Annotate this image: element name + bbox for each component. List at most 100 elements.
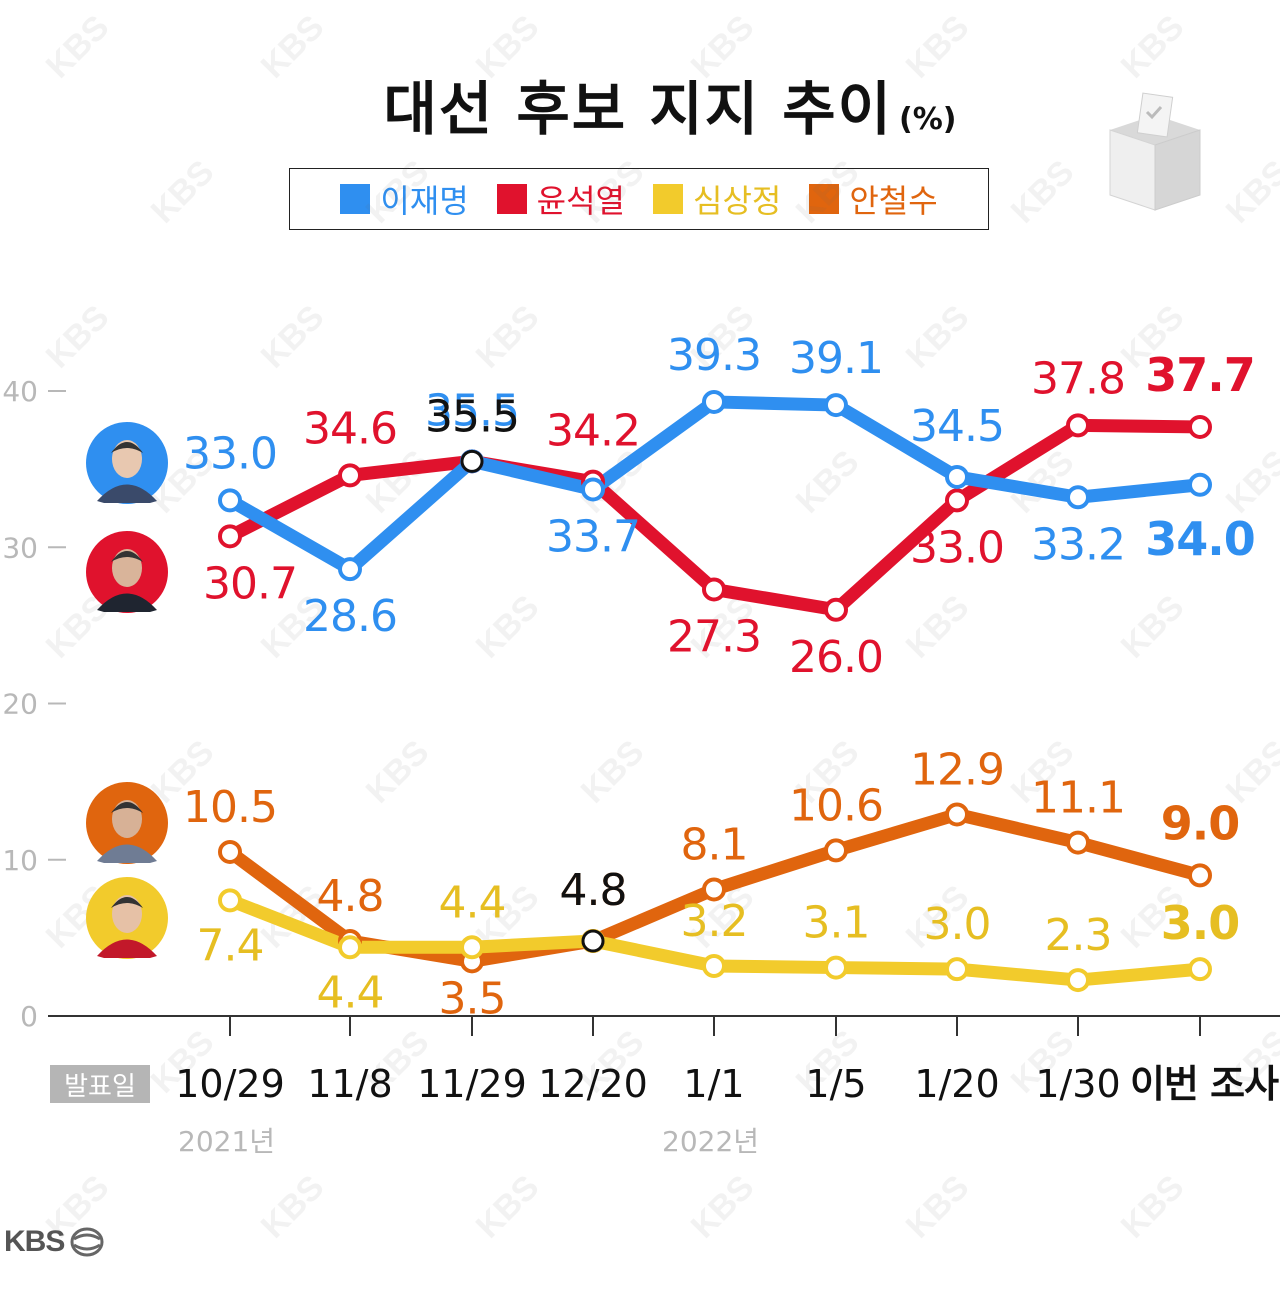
- data-point: [945, 488, 969, 513]
- data-point: [1066, 485, 1090, 510]
- data-label: 11.1: [1031, 773, 1125, 824]
- watermark-text: KBS: [574, 733, 652, 811]
- y-tick-label: 20: [2, 688, 38, 721]
- watermark-text: KBS: [1219, 153, 1280, 231]
- series-points: [218, 389, 1212, 993]
- data-label-crossing: 4.8: [560, 865, 627, 916]
- data-point: [218, 488, 242, 513]
- data-label: 10.6: [789, 780, 883, 831]
- watermark-text: KBS: [899, 1168, 977, 1246]
- data-label: 9.0: [1161, 796, 1240, 850]
- data-label: 12.9: [910, 744, 1004, 795]
- x-tick-label: 1/1: [683, 1062, 744, 1106]
- data-point: [945, 802, 969, 827]
- data-label: 8.1: [681, 819, 748, 870]
- watermark-text: KBS: [39, 8, 117, 86]
- watermark-text: KBS: [899, 8, 977, 86]
- x-tick-label: 11/8: [307, 1062, 392, 1106]
- data-point: [702, 877, 726, 902]
- data-label: 34.5: [910, 401, 1004, 452]
- data-label: 34.6: [303, 403, 397, 454]
- data-point: [1188, 863, 1212, 888]
- data-point: [1188, 414, 1212, 439]
- watermark-text: KBS: [574, 153, 652, 231]
- legend-swatch-sim: [653, 184, 683, 214]
- data-label: 4.4: [317, 967, 384, 1018]
- data-point: [824, 955, 848, 980]
- year-label-2022: 2022년: [662, 1125, 760, 1158]
- legend-item-sim: 심상정: [653, 176, 781, 222]
- data-label: 3.5: [439, 973, 506, 1024]
- data-label: 35.5: [425, 385, 519, 436]
- x-tick-label: 10/29: [175, 1062, 285, 1106]
- title-main: 대선 후보 지지 추이: [383, 75, 893, 143]
- photo-ahn: [86, 782, 168, 864]
- kbs-logo: KBS: [4, 1225, 104, 1259]
- data-label: 26.0: [789, 632, 883, 683]
- legend-item-yoon: 윤석열: [496, 176, 625, 222]
- data-label: 2.3: [1045, 910, 1112, 961]
- data-label: 37.7: [1145, 348, 1255, 402]
- avatar-face: [112, 549, 142, 587]
- legend-label-yoon: 윤석열: [536, 182, 625, 220]
- data-label: 39.1: [789, 333, 883, 384]
- watermark-text: KBS: [359, 153, 437, 231]
- data-point: [1188, 957, 1212, 982]
- kbs-logo-icon: [70, 1227, 104, 1257]
- data-point: [1066, 413, 1090, 438]
- data-label: 3.2: [681, 896, 748, 947]
- data-label: 10.5: [183, 782, 277, 833]
- data-point: [1188, 472, 1212, 497]
- legend-swatch-ahn: [809, 184, 840, 214]
- photo-sim: [86, 877, 168, 959]
- legend-item-ahn: 안철수: [809, 176, 938, 222]
- watermark-text: KBS: [469, 298, 547, 376]
- data-label: 34.0: [1145, 512, 1255, 566]
- watermark-text: KBS: [1219, 443, 1280, 521]
- watermark-text: KBS: [684, 1168, 762, 1246]
- y-tick-label: 0: [20, 1000, 38, 1033]
- watermark-text: KBS: [469, 1168, 547, 1246]
- avatar-hair: [111, 442, 143, 453]
- watermark: KBS KBS KBS KBS KBS KBS KBS KBS KBS KBS KBS KBS KBS K…: [39, 8, 1280, 1246]
- ballot-box-icon: [1109, 92, 1201, 211]
- data-point: [702, 389, 726, 414]
- data-point: [338, 935, 362, 960]
- crossing-marker: [581, 929, 605, 953]
- legend-label-lee: 이재명: [380, 182, 469, 220]
- watermark-text: KBS: [359, 733, 437, 811]
- watermark-text: KBS: [1004, 153, 1082, 231]
- x-axis: 10/29 11/8 11/29 12/20 1/1 1/5 1/20 1/30 이번 조사: [48, 1015, 1280, 1106]
- kbs-logo-text: KBS: [4, 1225, 65, 1258]
- avatar-hair: [111, 551, 143, 562]
- watermark-text: KBS: [1114, 1168, 1192, 1246]
- y-axis: 0 10 20 30 40: [2, 375, 66, 1033]
- photo-lee: [86, 422, 168, 504]
- data-label: 3.0: [924, 899, 991, 950]
- data-point: [1066, 830, 1090, 855]
- data-label: 33.0: [183, 428, 277, 479]
- avatar-face: [112, 800, 142, 838]
- x-tick-label: 1/5: [805, 1062, 866, 1106]
- watermark-text: KBS: [1114, 588, 1192, 666]
- y-tick-label: 10: [2, 844, 38, 877]
- data-point: [945, 464, 969, 489]
- data-point: [824, 838, 848, 863]
- data-label: 33.7: [546, 511, 640, 562]
- watermark-text: KBS: [789, 443, 867, 521]
- data-label: 4.8: [317, 871, 384, 922]
- year-label-2021: 2021년: [178, 1125, 276, 1158]
- data-label: 3.0: [1161, 896, 1240, 950]
- avatar-body: [97, 844, 157, 863]
- legend-label-ahn: 안철수: [849, 182, 938, 220]
- data-label: 4.4: [439, 877, 506, 928]
- avatar-body: [97, 939, 157, 958]
- data-label: 28.6: [303, 591, 397, 642]
- data-label: 39.3: [667, 330, 761, 381]
- avatar-body: [97, 484, 157, 503]
- data-label: 30.7: [203, 558, 297, 609]
- data-labels: 33.0 28.6 35.5 33.7 39.3 39.1 34.5 33.2 34.0 30.7…: [183, 330, 1256, 1024]
- watermark-text: KBS: [254, 1168, 332, 1246]
- chart-title: 대선 후보 지지 추이 (%): [0, 62, 1280, 146]
